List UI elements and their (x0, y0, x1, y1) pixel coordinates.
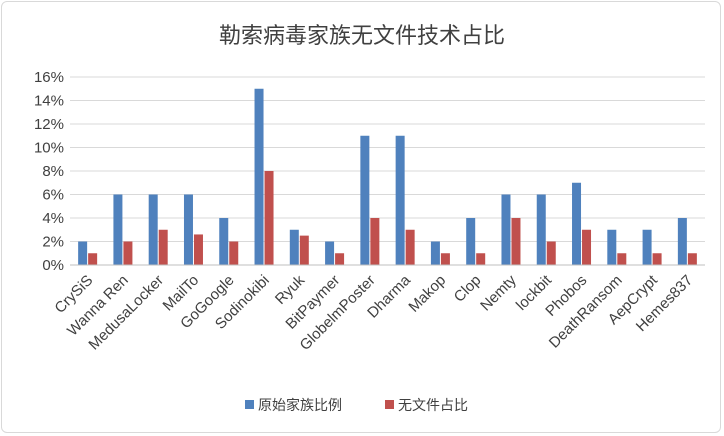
bar-fileless (264, 171, 274, 265)
bar-original (113, 194, 123, 265)
bar-fileless (193, 234, 203, 265)
bar-original (219, 218, 229, 265)
bar-fileless (123, 241, 133, 265)
bar-original (395, 135, 405, 265)
y-axis: 0% 2% 4% 6% 8% 10% 12% 14% 16% (34, 69, 64, 274)
bar-fileless (652, 253, 662, 265)
bar-original (254, 88, 264, 265)
bar-fileless (617, 253, 627, 265)
legend-label: 原始家族比例 (258, 397, 342, 414)
bar-original (466, 218, 476, 265)
legend-swatch (385, 400, 394, 409)
y-tick-label: 14% (34, 93, 64, 110)
bar-fileless (687, 253, 697, 265)
bar-fileless (335, 253, 345, 265)
bar-original (501, 194, 511, 265)
y-tick-label: 8% (42, 163, 64, 180)
bar-fileless (476, 253, 486, 265)
x-tick-label: Makop (405, 272, 449, 316)
y-tick-label: 6% (42, 187, 64, 204)
bar-original (78, 241, 88, 265)
bar-fileless (405, 229, 415, 265)
legend-swatch (245, 400, 254, 409)
bar-original (642, 229, 652, 265)
bar-original (183, 194, 193, 265)
y-tick-label: 16% (34, 69, 64, 86)
bar-fileless (546, 241, 556, 265)
bar-fileless (158, 229, 168, 265)
x-tick-label: Nemty (477, 271, 520, 314)
y-tick-label: 10% (34, 140, 64, 157)
chart-title: 勒索病毒家族无文件技术占比 (219, 24, 505, 49)
bar-fileless (88, 253, 98, 265)
bar-fileless (229, 241, 239, 265)
bar-fileless (511, 218, 521, 265)
y-tick-label: 4% (42, 210, 64, 227)
bar-fileless (299, 235, 309, 265)
bar-original (430, 241, 440, 265)
bar-original (148, 194, 158, 265)
bar-original (607, 229, 617, 265)
y-tick-label: 2% (42, 234, 64, 251)
bar-original (536, 194, 546, 265)
bar-original (325, 241, 335, 265)
bar-fileless (440, 253, 450, 265)
bar-original (572, 182, 582, 265)
gridlines (70, 76, 705, 242)
bar-original (360, 135, 370, 265)
y-tick-label: 0% (42, 257, 64, 274)
bars (78, 88, 697, 265)
legend-label: 无文件占比 (398, 398, 468, 414)
bar-original (677, 218, 687, 265)
legend: 原始家族比例 无文件占比 (245, 397, 468, 414)
bar-fileless (582, 229, 592, 265)
bar-fileless (370, 218, 380, 265)
y-tick-label: 12% (34, 116, 64, 133)
bar-original (289, 229, 299, 265)
